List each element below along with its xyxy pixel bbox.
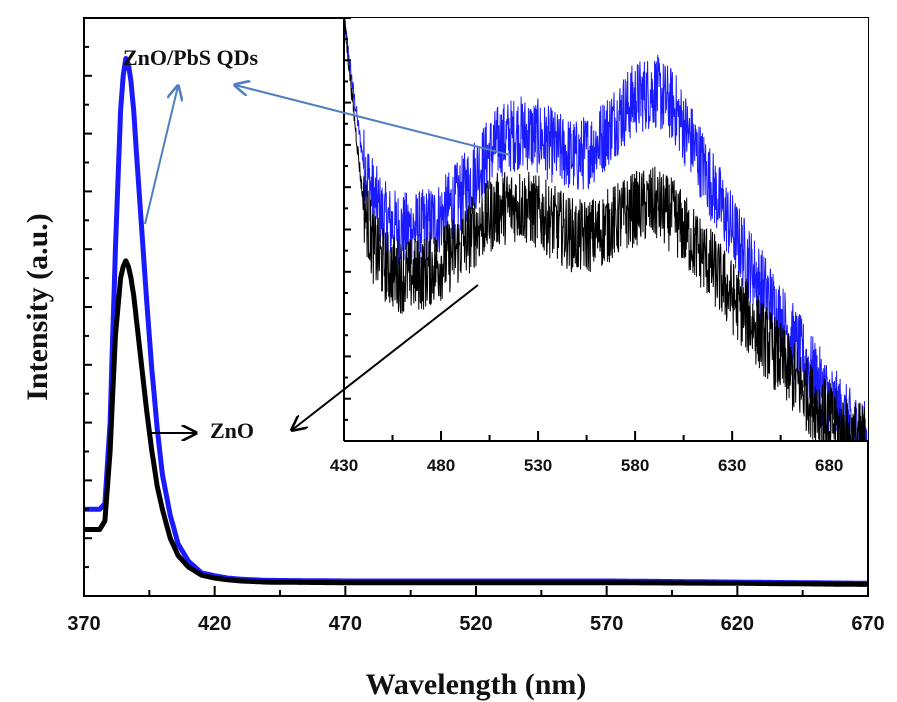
main-x-tick-label: 370: [67, 613, 100, 635]
y-axis-title: Intensity (a.u.): [21, 213, 54, 401]
inset-series-line-zno: [344, 18, 866, 441]
inset-x-tick-label: 480: [427, 456, 455, 475]
arrow-to-main-blue-peak: [144, 86, 178, 225]
inset-y-ticks: [344, 17, 351, 442]
main-x-tick-label: 570: [590, 613, 623, 635]
inset-plot: 430 480 530 580 630 680: [330, 17, 868, 475]
annotation-zno-pbs-qds: ZnO/PbS QDs: [123, 45, 259, 70]
arrow-to-inset-blue-curve: [235, 85, 511, 156]
inset-x-tick-label: 680: [815, 456, 843, 475]
main-x-tick-label: 420: [198, 613, 231, 635]
x-axis-title: Wavelength (nm): [366, 668, 587, 701]
annotation-zno: ZnO: [210, 418, 254, 443]
main-x-tick-label: 670: [851, 613, 884, 635]
inset-x-tick-label: 530: [524, 456, 552, 475]
main-x-tick-label: 520: [459, 613, 492, 635]
main-x-ticks: 370 420 470 520 570 620 670: [67, 586, 885, 635]
main-x-tick-label: 620: [721, 613, 754, 635]
main-y-ticks: [84, 17, 92, 597]
series-line-zno: [84, 258, 868, 587]
inset-x-tick-label: 580: [621, 456, 649, 475]
inset-x-tick-label: 430: [330, 456, 358, 475]
inset-x-ticks: 430 480 530 580 630 680: [330, 431, 843, 475]
annotations: ZnO/PbS QDs ZnO: [123, 45, 511, 443]
main-x-tick-label: 470: [329, 613, 362, 635]
arrow-to-inset-black-curve: [292, 284, 479, 430]
main-plot: 370 420 470 520 570 620 670 Wavelength (nm) In…: [21, 17, 885, 701]
inset-x-tick-label: 630: [718, 456, 746, 475]
